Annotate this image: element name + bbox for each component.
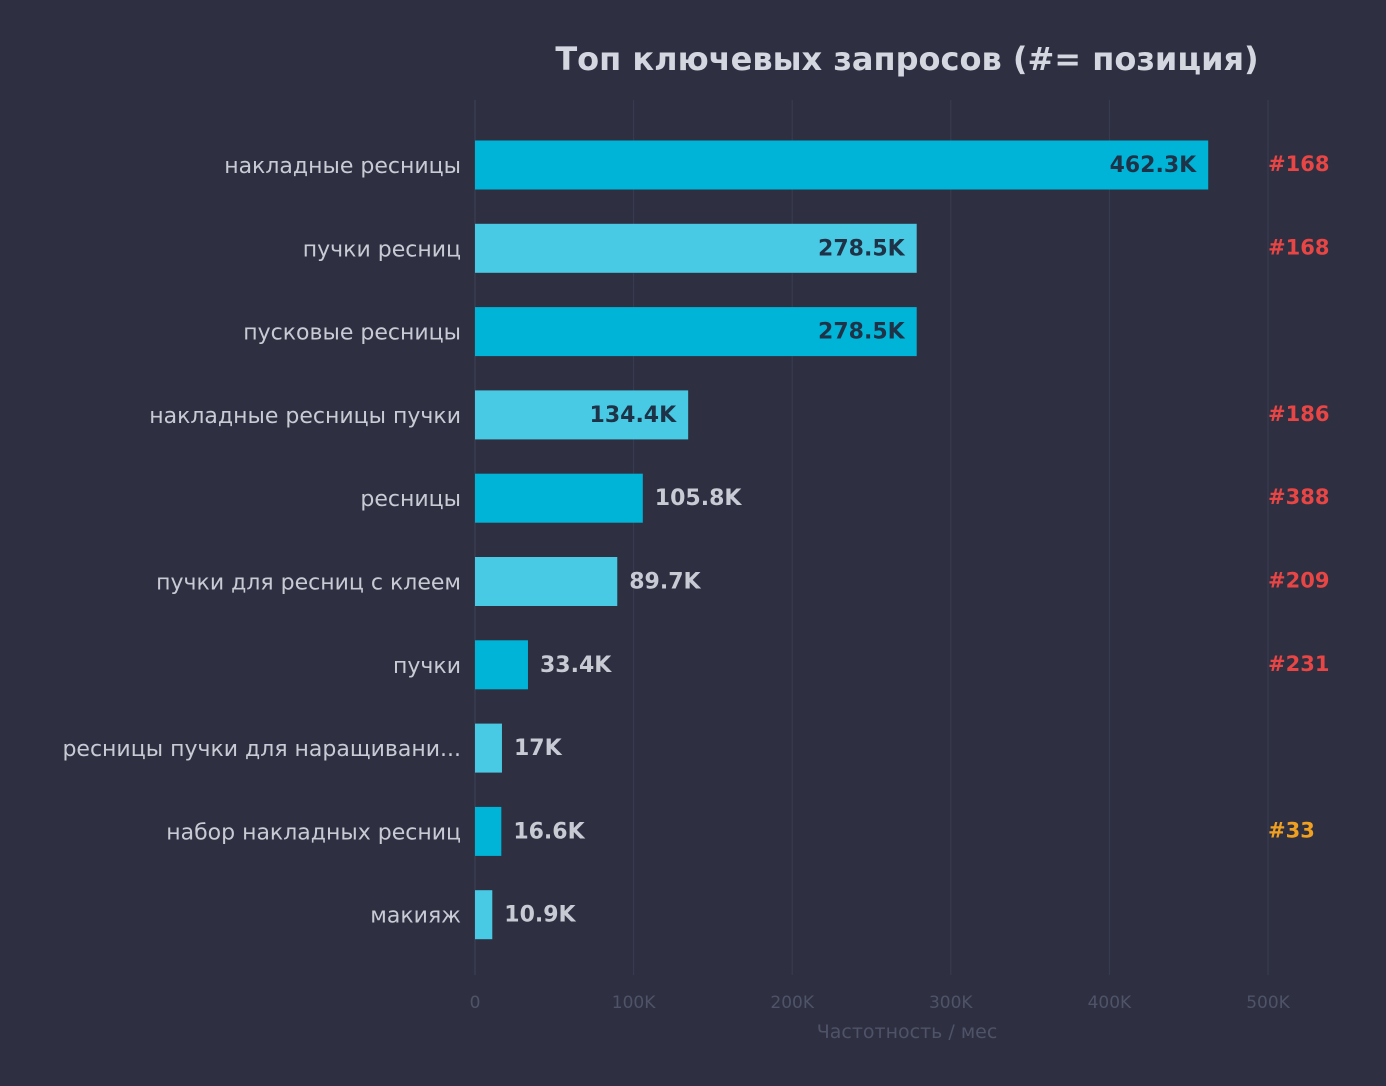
bar [475,307,917,357]
bar-value-label: 16.6K [513,819,585,844]
bar-row: пусковые ресницы 278.5K [243,307,917,357]
bar-row: пучки для ресниц с клеем 89.7K #209 [156,557,1329,606]
position-label: #388 [1268,485,1329,509]
x-tick-label: 300K [929,993,973,1013]
bar-value-label: 105.8K [655,486,743,511]
x-tick-label: 400K [1088,993,1132,1013]
position-label: #168 [1268,152,1329,176]
bar [475,640,528,690]
position-label: #168 [1268,235,1329,259]
position-label: #209 [1268,569,1329,593]
category-label: пусковые ресницы [243,321,461,346]
x-tick-label: 100K [612,993,656,1013]
category-label: макияж [370,904,461,929]
bar-row: накладные ресницы пучки 134.4K #186 [149,390,1329,440]
x-axis: 0 100K 200K 300K 400K 500K [470,993,1291,1013]
bar-row: пучки 33.4K #231 [393,640,1329,690]
bar-row: ресницы 105.8K #388 [360,473,1329,523]
category-label: накладные ресницы [224,154,461,179]
bar-value-label: 278.5K [818,320,906,345]
bar-row: макияж 10.9K [370,890,577,940]
bar [475,723,502,773]
bar-row: набор накладных ресниц 16.6K #33 [166,806,1315,856]
category-label: ресницы [360,487,461,512]
category-label: набор накладных ресниц [166,820,461,845]
x-tick-label: 200K [770,993,814,1013]
position-label: #33 [1268,818,1315,842]
bar-value-label: 462.3K [1110,153,1198,178]
bar [475,806,502,856]
bar-value-label: 10.9K [504,903,576,928]
bar [475,890,493,940]
bar-value-label: 17K [514,736,563,761]
x-axis-title: Частотность / мес [817,1021,998,1043]
category-label: пучки для ресниц с клеем [156,571,461,596]
bar-value-label: 278.5K [818,236,906,261]
bar-value-label: 33.4K [540,653,612,678]
bar [475,557,618,606]
position-label: #231 [1268,652,1329,676]
category-label: ресницы пучки для наращивани... [62,737,461,762]
bar-row: накладные ресницы 462.3K #168 [224,140,1329,190]
bar [475,140,1209,190]
bar [475,223,917,273]
position-label: #186 [1268,402,1329,426]
bar-value-label: 134.4K [590,403,678,428]
category-label: накладные ресницы пучки [149,404,461,429]
bar [475,390,689,440]
bars: накладные ресницы 462.3K #168 пучки ресниц 2… [62,140,1329,940]
category-label: пучки [393,654,461,679]
bar-row: ресницы пучки для наращивани... 17K [62,723,563,773]
bar [475,473,643,523]
bar-row: пучки ресниц 278.5K #168 [303,223,1329,273]
x-tick-label: 500K [1246,993,1290,1013]
bar-value-label: 89.7K [629,570,701,595]
chart-title: Топ ключевых запросов (#= позиция) [555,40,1258,78]
category-label: пучки ресниц [303,237,461,262]
x-tick-label: 0 [470,993,481,1013]
